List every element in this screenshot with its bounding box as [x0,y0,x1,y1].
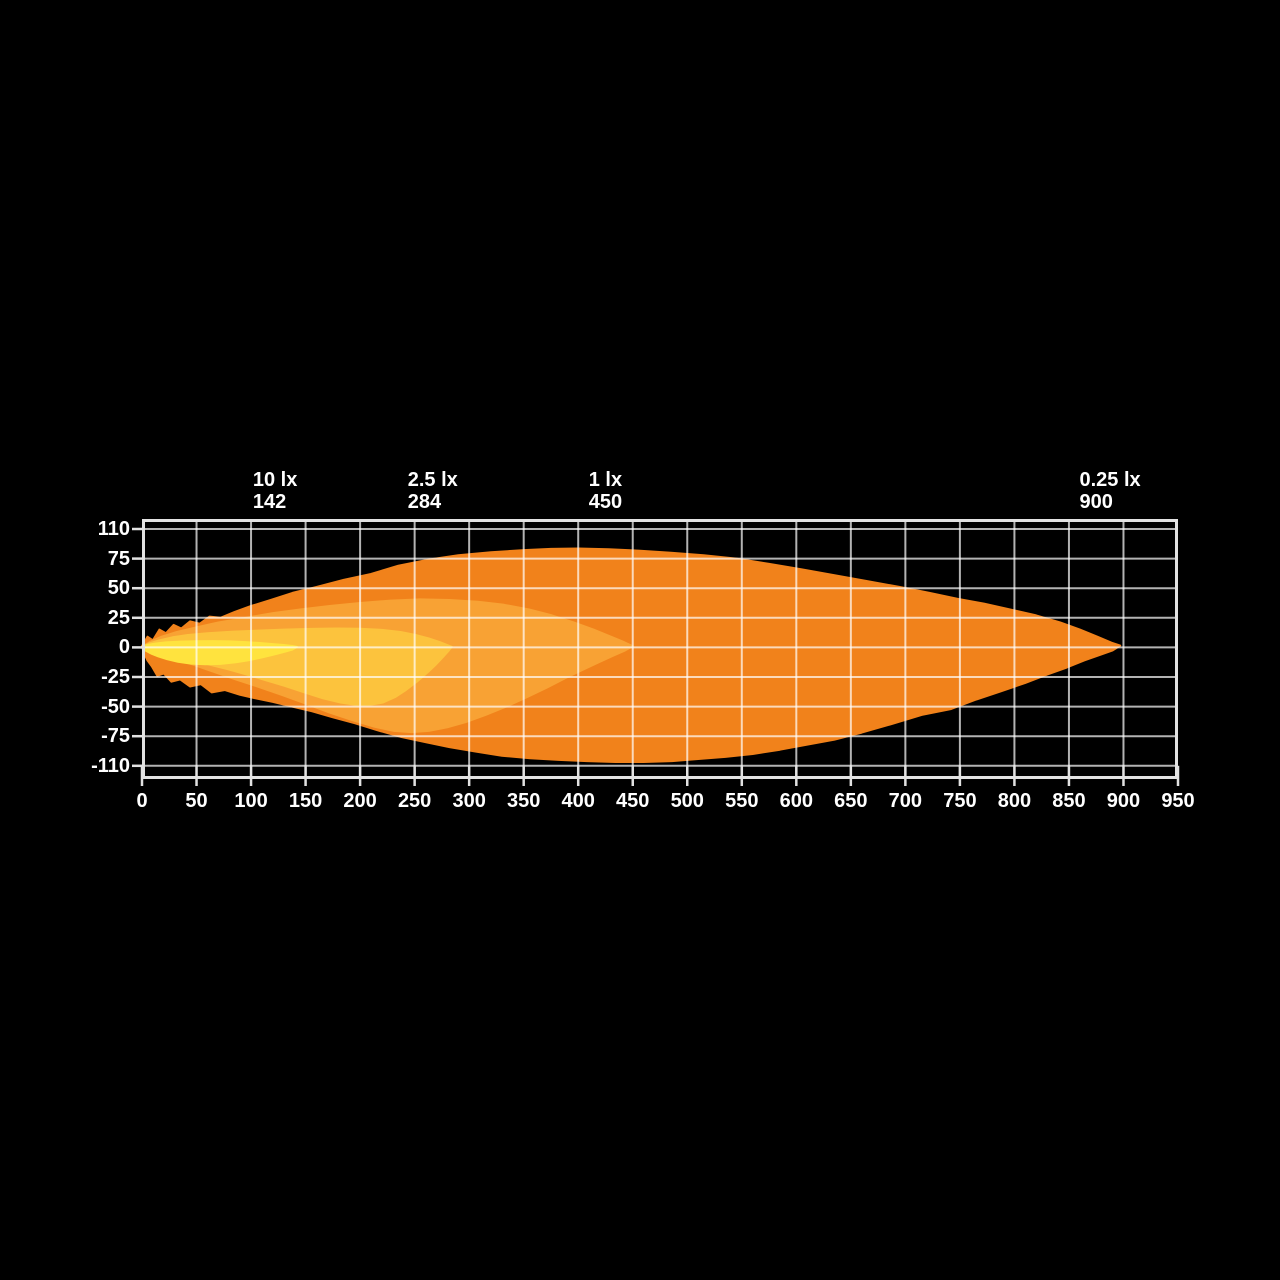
y-axis-tick-label: 0 [118,636,130,659]
lux-value-label: 0.25 lx [1079,469,1141,491]
x-axis-tick-label: 450 [616,790,650,812]
plot-border [142,519,1178,779]
x-axis-tick-label: 50 [185,790,208,812]
y-axis-tick-label: 25 [107,606,130,629]
lux-distance-label: 900 [1079,491,1113,513]
lux-value-label: 10 lx [252,469,298,491]
x-axis-tick-label: 350 [506,790,541,812]
x-axis-tick-label: 950 [1161,790,1195,812]
y-axis-tick-label: 110 [97,518,130,540]
x-axis-tick-label: 200 [343,790,377,812]
lux-annotation-1-lx: 1 lx 450 [589,469,622,513]
lux-distance-label: 284 [407,491,442,513]
x-axis-tick-label: 600 [779,790,813,812]
y-axis-tick-label: 75 [107,547,130,570]
grid [142,519,1178,779]
x-axis-tick-label: 250 [397,790,432,812]
beam-pattern-chart: 110 75 50 25 0 -25 -50 -75 -110 0 50 100 150 200 250 30… [91,469,1195,812]
y-axis-tick-label: -25 [101,666,130,688]
lux-annotation-10-lx: 10 lx 142 [253,469,297,513]
chart-canvas [132,519,1180,786]
x-axis-tick-label: 400 [561,790,595,812]
x-axis-tick-label: 900 [1106,790,1141,812]
y-axis-tick-label: -110 [91,754,130,777]
lux-annotation-0-25-lx: 0.25 lx 900 [1079,469,1140,513]
x-axis-tick-label: 300 [452,790,486,812]
lux-annotation-2-5-lx: 2.5 lx 284 [408,469,458,513]
y-axis-tick-label: 50 [107,577,130,600]
axis-ticks [132,527,1180,786]
x-axis-tick-label: 700 [888,790,923,812]
x-axis-tick-label: 850 [1052,790,1086,812]
lux-distance-label: 450 [588,491,623,513]
x-axis-tick-label: 150 [288,790,323,812]
x-axis-tick-label: 800 [997,790,1032,812]
x-axis-tick-label: 750 [943,790,977,812]
lux-value-label: 1 lx [588,469,623,491]
x-axis-tick-label: 500 [670,790,704,812]
lux-value-label: 2.5 lx [407,469,458,491]
x-axis-tick-label: 100 [234,790,268,812]
x-axis-tick-label: 550 [725,790,759,812]
y-axis-tick-label: -50 [101,695,130,718]
y-axis-tick-label: -75 [101,725,130,748]
x-axis-tick-label: 650 [834,790,868,812]
lux-distance-label: 142 [252,491,287,513]
x-axis-tick-label: 0 [136,790,148,812]
